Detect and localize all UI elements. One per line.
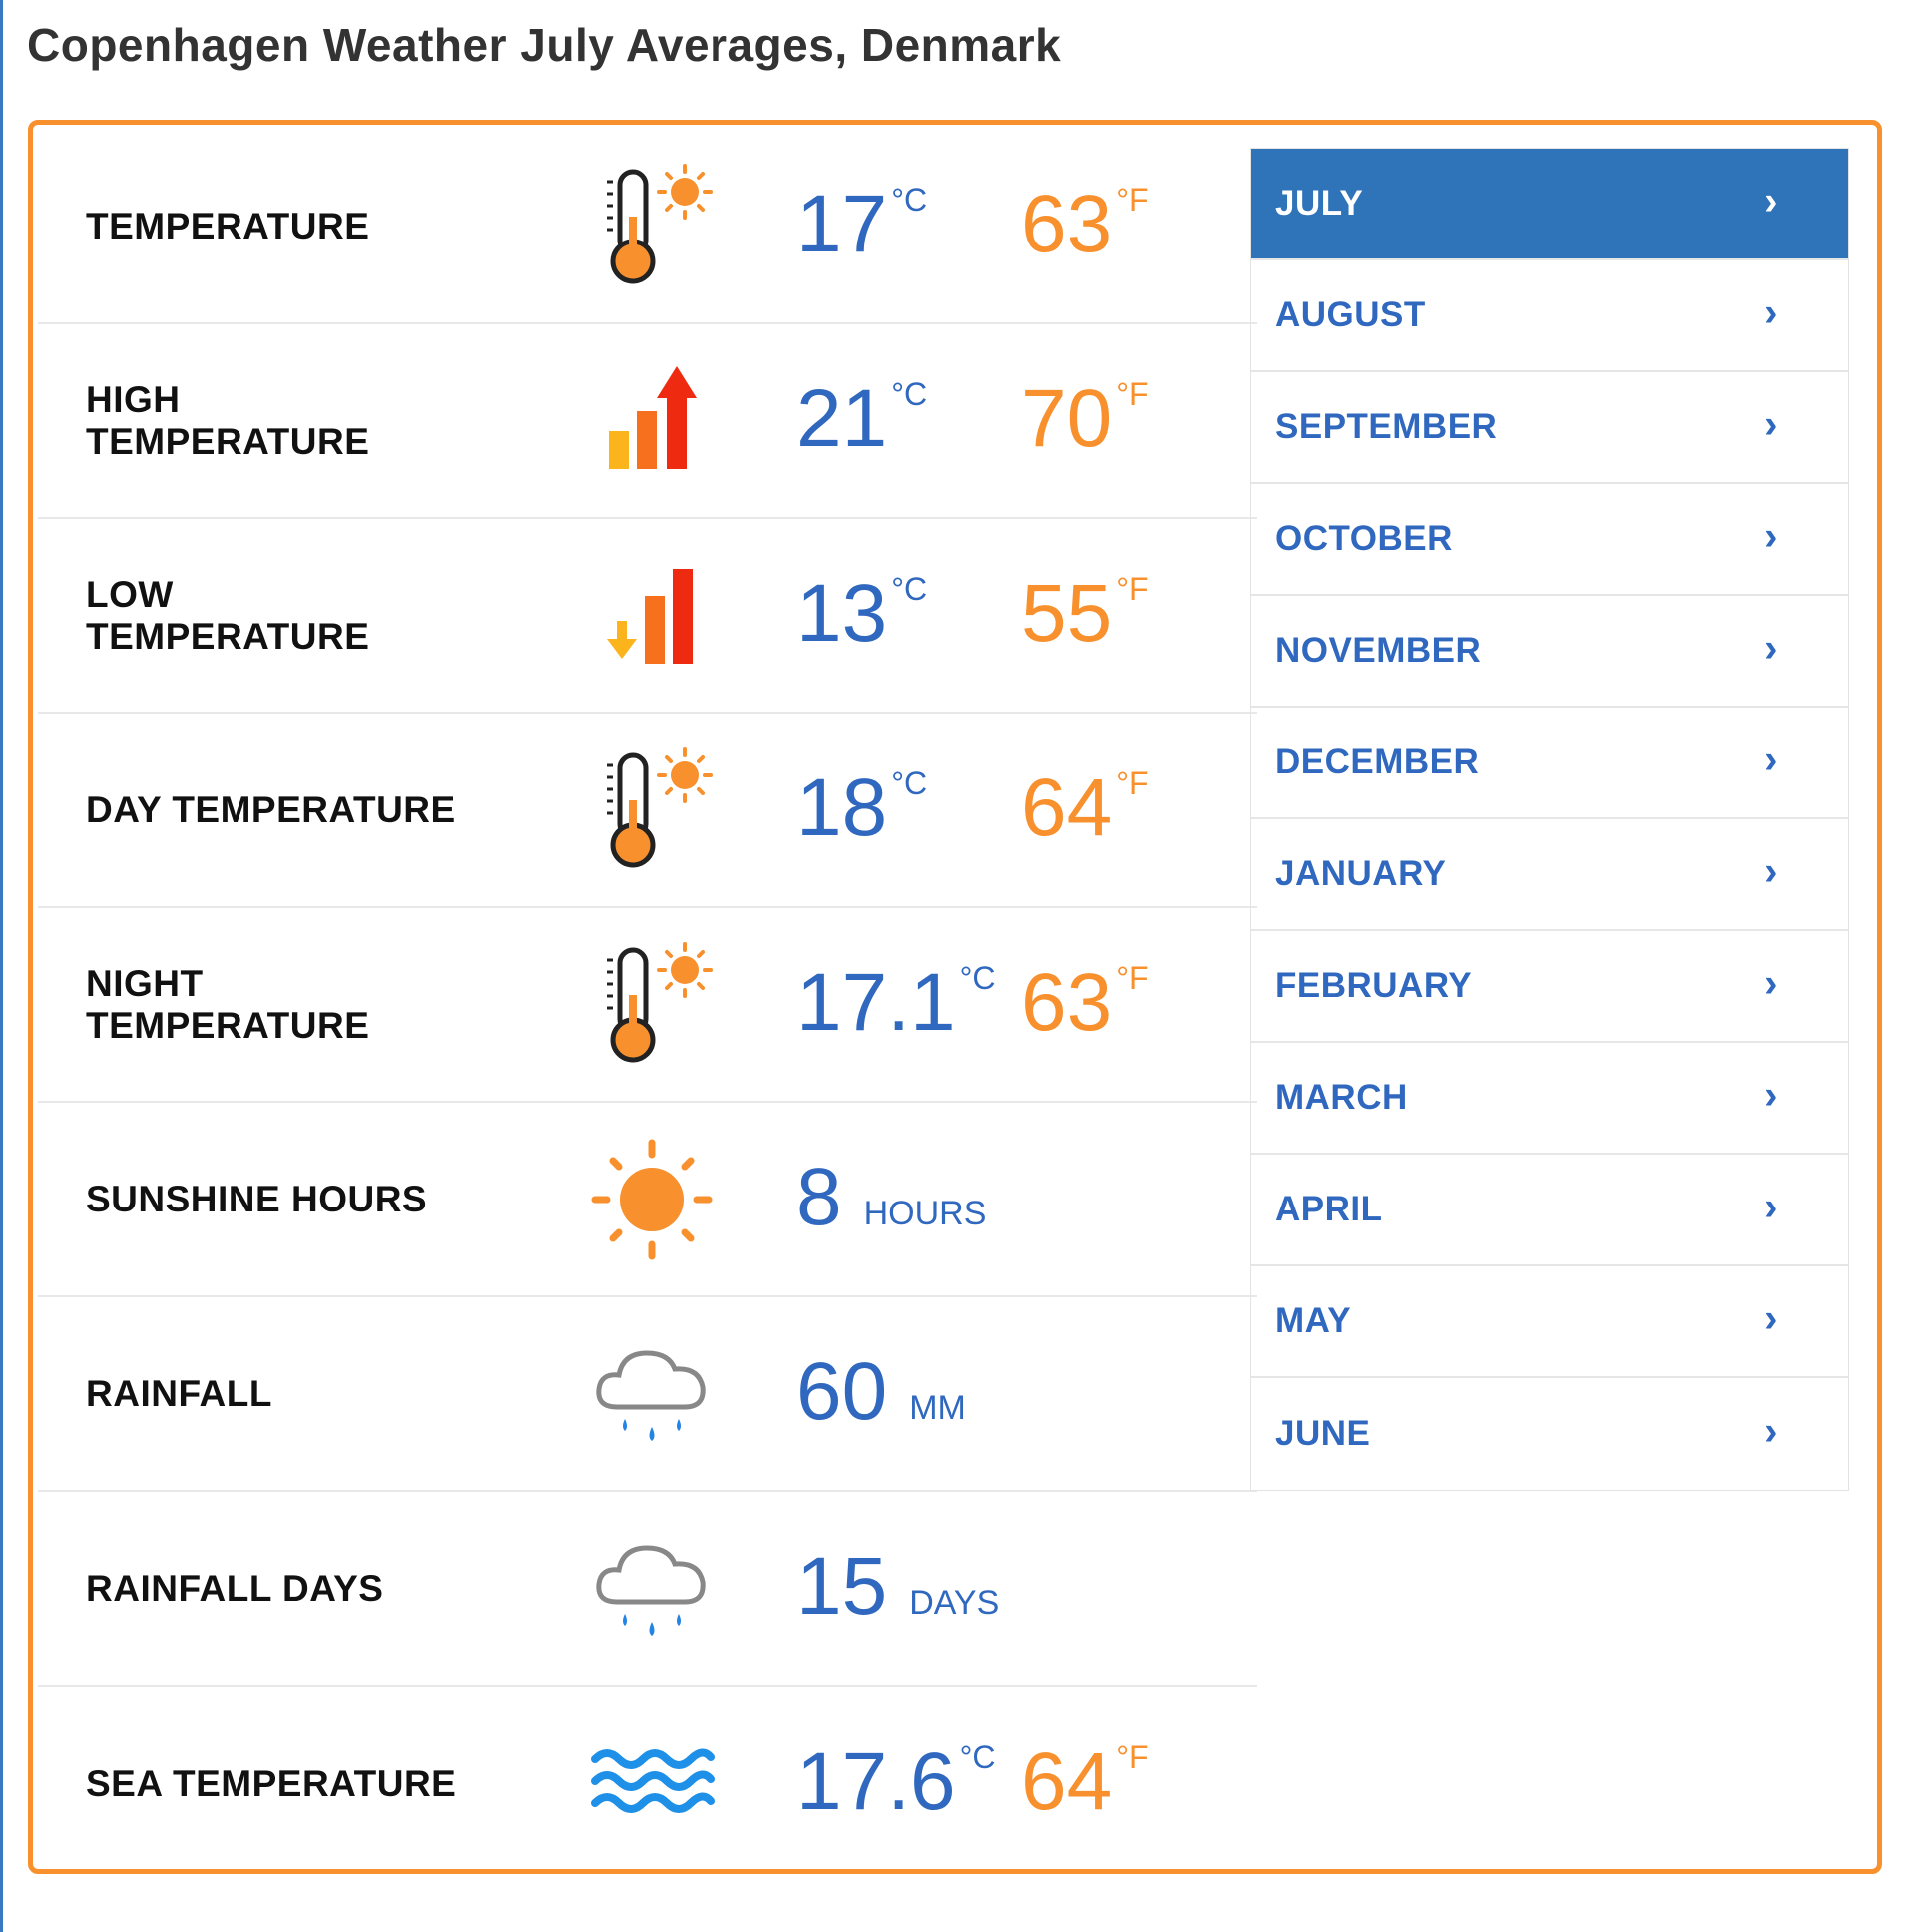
fahrenheit-value: 70 °F xyxy=(1021,372,1149,464)
stat-label: RAINFALL DAYS xyxy=(86,1567,384,1609)
month-item-january[interactable]: JANUARY › xyxy=(1251,819,1848,931)
month-item-october[interactable]: OCTOBER › xyxy=(1251,484,1848,596)
thermometer-sun-icon xyxy=(587,745,717,875)
month-item-june[interactable]: JUNE › xyxy=(1275,1409,1778,1454)
stat-label: SUNSHINE HOURS xyxy=(86,1178,428,1219)
left-edge-border xyxy=(0,0,3,1932)
month-item-march[interactable]: MARCH › xyxy=(1251,1043,1848,1155)
sunshine-value: 8 HOURS xyxy=(796,1151,987,1242)
waves-icon xyxy=(587,1719,717,1849)
weather-panel: TEMPERATURE 17 °C 63 °F HIGH TEMPERATURE xyxy=(28,120,1882,1874)
rainfall-days-value: 15 DAYS xyxy=(796,1540,1000,1632)
month-item-february[interactable]: FEBRUARY › xyxy=(1251,931,1848,1043)
page-title: Copenhagen Weather July Averages, Denmar… xyxy=(27,19,1062,71)
chevron-right-icon: › xyxy=(1764,1409,1778,1454)
month-item-november[interactable]: NOVEMBER › xyxy=(1251,596,1848,708)
stat-label: SEA TEMPERATURE xyxy=(86,1762,457,1804)
chevron-right-icon: › xyxy=(1764,514,1778,559)
rainfall-value: 60 MM xyxy=(796,1345,966,1437)
chevron-right-icon: › xyxy=(1764,737,1778,782)
chevron-right-icon: › xyxy=(1764,849,1778,894)
stat-row-low-temperature: LOW TEMPERATURE 13 °C 55 °F xyxy=(38,519,1257,714)
chevron-right-icon: › xyxy=(1764,1073,1778,1118)
month-item-december[interactable]: DECEMBER › xyxy=(1251,708,1848,819)
celsius-value: 21 °C xyxy=(796,372,928,464)
rain-cloud-icon xyxy=(587,1329,717,1459)
chevron-right-icon: › xyxy=(1764,402,1778,447)
month-item-may[interactable]: MAY › xyxy=(1251,1266,1848,1378)
stats-table: TEMPERATURE 17 °C 63 °F HIGH TEMPERATURE xyxy=(38,130,1257,1881)
fahrenheit-value: 64 °F xyxy=(1021,761,1149,853)
chevron-right-icon: › xyxy=(1764,179,1778,224)
chevron-right-icon: › xyxy=(1764,626,1778,671)
stat-row-sea-temperature: SEA TEMPERATURE 17.6 °C 64 °F xyxy=(38,1687,1257,1881)
thermometer-sun-icon xyxy=(587,940,717,1070)
thermometer-sun-icon xyxy=(587,162,717,291)
celsius-value: 17.1 °C xyxy=(796,956,996,1048)
month-item-august[interactable]: AUGUST › xyxy=(1251,260,1848,372)
stat-row-rainfall: RAINFALL 60 MM xyxy=(38,1297,1257,1492)
stat-row-temperature: TEMPERATURE 17 °C 63 °F xyxy=(38,130,1257,324)
stat-row-day-temperature: DAY TEMPERATURE 18 °C 64 °F xyxy=(38,714,1257,908)
celsius-value: 13 °C xyxy=(796,567,928,659)
stat-label: RAINFALL xyxy=(86,1372,272,1414)
rain-cloud-icon xyxy=(587,1524,717,1654)
month-item-april[interactable]: APRIL › xyxy=(1251,1155,1848,1266)
fahrenheit-value: 55 °F xyxy=(1021,567,1149,659)
chevron-right-icon: › xyxy=(1764,290,1778,335)
stat-label: TEMPERATURE xyxy=(86,205,370,246)
stat-row-high-temperature: HIGH TEMPERATURE 21 °C 70 °F xyxy=(38,324,1257,519)
stat-label: DAY TEMPERATURE xyxy=(86,788,456,830)
chevron-right-icon: › xyxy=(1764,1185,1778,1229)
falling-bars-arrow-icon xyxy=(587,551,717,681)
month-list: JULY › AUGUST › SEPTEMBER › OCTOBER › NOVEMB… xyxy=(1250,148,1849,1491)
stat-label: HIGH TEMPERATURE xyxy=(86,378,370,462)
celsius-value: 17.6 °C xyxy=(796,1735,996,1827)
chevron-right-icon: › xyxy=(1764,961,1778,1006)
rising-bars-arrow-icon xyxy=(587,356,717,486)
fahrenheit-value: 64 °F xyxy=(1021,1735,1149,1827)
stat-row-rainfall-days: RAINFALL DAYS 15 DAYS xyxy=(38,1492,1257,1687)
stat-label: NIGHT TEMPERATURE xyxy=(86,962,370,1046)
sun-icon xyxy=(587,1135,717,1264)
celsius-value: 17 °C xyxy=(796,178,928,269)
celsius-value: 18 °C xyxy=(796,761,928,853)
chevron-right-icon: › xyxy=(1764,1296,1778,1341)
stat-label: LOW TEMPERATURE xyxy=(86,573,370,657)
month-item-september[interactable]: SEPTEMBER › xyxy=(1251,372,1848,484)
fahrenheit-value: 63 °F xyxy=(1021,956,1149,1048)
stat-row-night-temperature: NIGHT TEMPERATURE 17.1 °C 63 °F xyxy=(38,908,1257,1103)
stat-row-sunshine-hours: SUNSHINE HOURS 8 HOURS xyxy=(38,1103,1257,1297)
month-item-july[interactable]: JULY › xyxy=(1251,149,1848,260)
fahrenheit-value: 63 °F xyxy=(1021,178,1149,269)
